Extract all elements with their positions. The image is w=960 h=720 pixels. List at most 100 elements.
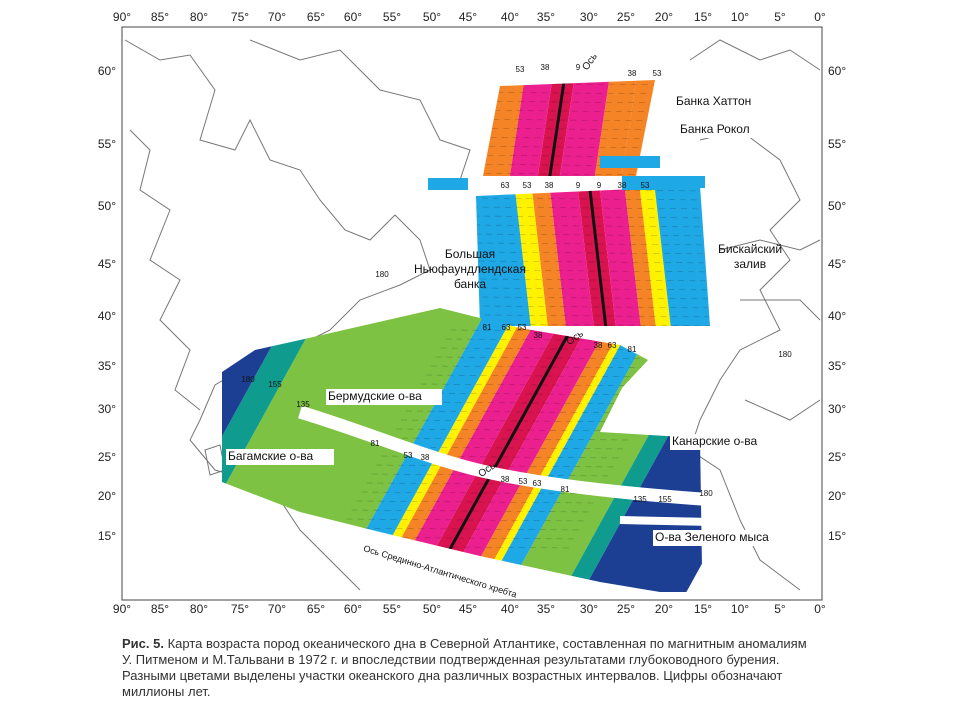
lon-label-bottom: 50°	[423, 602, 441, 616]
age-stripe	[508, 80, 595, 176]
lon-label-top: 15°	[694, 10, 712, 24]
age-label: 53	[519, 477, 528, 486]
lon-label-top: 25°	[617, 10, 635, 24]
isochron-tick	[479, 269, 710, 273]
isochron-tick	[386, 446, 627, 450]
isochron-tick	[410, 401, 651, 405]
isochron-tick	[482, 296, 710, 300]
lat-label-right: 15°	[828, 529, 846, 543]
map: 90°90°85°85°80°80°75°75°70°70°65°65°60°6…	[98, 10, 847, 616]
isochron-tick	[478, 260, 710, 264]
lon-label-top: 60°	[344, 10, 362, 24]
isochron-tick	[483, 118, 655, 122]
isochron-tick	[484, 314, 710, 318]
stripe-block	[222, 308, 745, 592]
age-stripe	[483, 80, 583, 176]
isochron-tick	[346, 518, 587, 522]
lat-label-right: 60°	[828, 64, 846, 78]
isochron-tick	[405, 410, 646, 414]
place-label: Большая	[445, 247, 495, 261]
isochron-tick	[400, 419, 642, 423]
isochron-tick	[476, 188, 710, 192]
place-label: О-ва Зеленого мыса	[655, 530, 769, 544]
ridge-axis	[343, 308, 677, 592]
caption-line: Разными цветами выделены участки океанск…	[122, 668, 783, 683]
isochron-tick	[381, 455, 622, 459]
age-stripe	[491, 186, 571, 326]
lon-label-bottom: 20°	[655, 602, 673, 616]
ridge-axis	[565, 186, 630, 326]
isochron-tick	[445, 74, 685, 76]
age-stripe	[520, 80, 605, 176]
age-label: 53	[404, 451, 413, 460]
ridge-axis	[518, 80, 597, 176]
isochron-tick	[391, 437, 632, 441]
age-label: 180	[241, 375, 255, 384]
lon-label-top: 20°	[655, 10, 673, 24]
lat-label-right: 20°	[828, 489, 846, 503]
isochron-tick	[483, 145, 655, 149]
age-label: 38	[501, 475, 510, 484]
age-stripe	[565, 80, 655, 176]
age-label: 38	[534, 331, 543, 340]
place-label: залив	[734, 257, 766, 271]
lat-label-right: 45°	[828, 257, 846, 271]
isochron-tick	[341, 527, 582, 531]
lon-label-top: 75°	[231, 10, 249, 24]
lon-label-bottom: 40°	[501, 602, 519, 616]
map-frame	[121, 26, 823, 601]
isochron-tick	[361, 491, 602, 495]
isochron-tick	[483, 109, 655, 113]
lon-label-top: 50°	[423, 10, 441, 24]
isochron-tick	[371, 473, 612, 477]
age-label: 63	[608, 341, 617, 350]
lat-label-right: 55°	[828, 137, 846, 151]
lon-label-bottom: 15°	[694, 602, 712, 616]
isochron-tick	[477, 251, 710, 255]
isochron-tick	[447, 65, 687, 67]
isochron-tick	[476, 242, 710, 246]
label-bg	[226, 449, 334, 465]
isochron-tick	[331, 545, 572, 549]
caption-line: миллионы лет.	[122, 684, 211, 699]
isochron-tick	[476, 206, 710, 210]
age-stripe	[476, 186, 554, 326]
lon-label-bottom: 60°	[344, 602, 362, 616]
isochron-tick	[485, 323, 710, 326]
lat-label-left: 15°	[98, 529, 116, 543]
isochron-tick	[481, 287, 710, 291]
age-stripe	[601, 186, 679, 326]
age-label: 81	[371, 439, 380, 448]
lon-label-bottom: 65°	[307, 602, 325, 616]
isochron-tick	[483, 82, 655, 86]
age-label: 63	[501, 181, 510, 190]
age-label: 81	[561, 485, 570, 494]
lon-label-bottom: 0°	[814, 602, 826, 616]
lon-label-top: 30°	[580, 10, 598, 24]
age-stripe	[576, 186, 664, 326]
age-label: 63	[502, 323, 511, 332]
isochron-tick	[396, 428, 637, 432]
place-label: Багамские о-ва	[228, 449, 313, 463]
isochron-tick	[351, 509, 592, 513]
place-label: Бискайский	[718, 242, 782, 256]
lat-label-right: 40°	[828, 309, 846, 323]
lon-label-bottom: 85°	[151, 602, 169, 616]
age-stripe	[526, 186, 617, 326]
age-stripe	[483, 80, 555, 176]
isochron-tick	[476, 224, 710, 228]
place-label: Канарские о-ва	[672, 434, 758, 448]
age-label: 38	[421, 453, 430, 462]
fracture-zones	[298, 156, 716, 526]
lon-label-top: 85°	[151, 10, 169, 24]
lon-label-bottom: 80°	[190, 602, 208, 616]
age-label: 155	[268, 380, 282, 389]
lat-label-right: 25°	[828, 450, 846, 464]
lon-label-bottom: 75°	[231, 602, 249, 616]
isochron-tick	[476, 197, 710, 201]
label-bg	[678, 122, 764, 138]
lon-label-top: 5°	[774, 10, 786, 24]
lon-label-bottom: 25°	[617, 602, 635, 616]
place-label: Банка Рокол	[680, 122, 750, 136]
